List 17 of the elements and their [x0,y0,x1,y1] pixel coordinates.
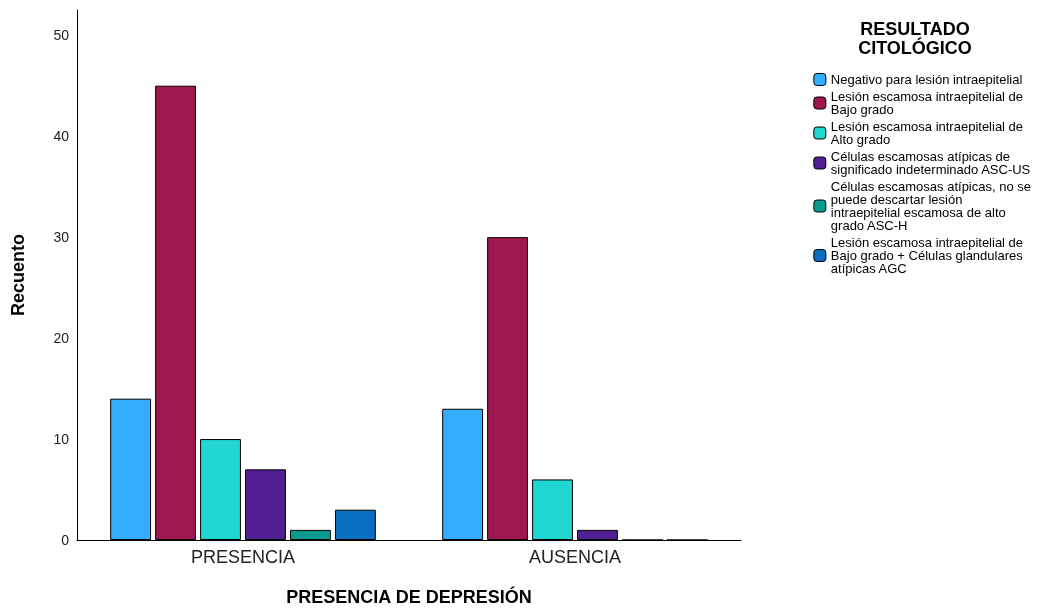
legend-label: Lesión escamosa intraepitelial de Bajo grado [830,89,1024,117]
legend-label: Células escamosas atípicas, no se puede descartar lesión intraepitelial escamosa de alto grado ASC-H [830,179,1031,233]
legend-label: Lesión escamosa intraepitelial de Bajo grado + Células glandulares atípicas AGC [830,235,1024,276]
y-tick-label: 40 [53,128,70,145]
y-tick-label: 10 [53,431,70,448]
legend-label: Células escamosas atípicas de significado indeterminado ASC-US [830,149,1031,177]
legend-label: Lesión escamosa intraepitelial de Alto grado [830,119,1024,147]
legend-title: RESULTADO CITOLÓGICO [858,18,972,58]
y-axis-title: Recuento [8,233,28,317]
y-tick-label: 0 [61,532,70,548]
y-tick-label: 20 [53,330,70,347]
x-tick-label: PRESENCIA [190,547,296,567]
y-tick-label: 30 [53,229,70,246]
y-tick-label: 50 [53,27,70,44]
x-axis-title: PRESENCIA DE DEPRESIÓN [286,586,532,607]
legend-label: Negativo para lesión intraepitelial [830,72,1023,87]
x-tick-label: AUSENCIA [528,547,622,567]
